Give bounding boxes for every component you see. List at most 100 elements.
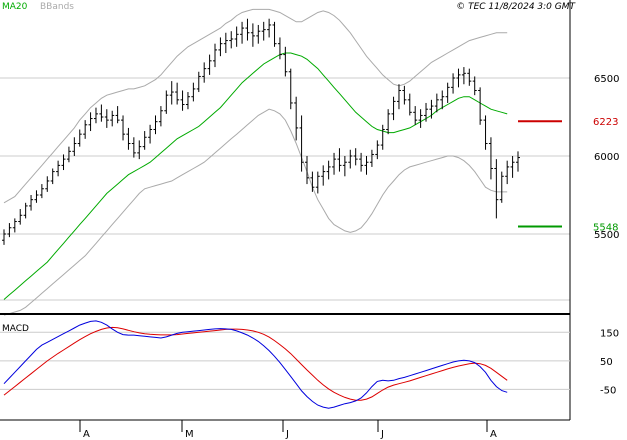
ohlc-bar: [2, 229, 6, 245]
price-bars: [2, 18, 520, 245]
ohlc-bar: [326, 160, 331, 180]
x-tick-label: A: [490, 429, 497, 440]
ohlc-bar: [93, 107, 98, 124]
ohlc-bar: [429, 99, 434, 119]
x-tick-label: M: [185, 429, 194, 440]
macd-tick-label: 50: [600, 357, 613, 368]
ohlc-bar: [516, 151, 520, 172]
ohlc-bar: [29, 195, 34, 211]
macd-lines: [3, 320, 508, 409]
ohlc-bar: [380, 124, 385, 150]
ohlc-bar: [12, 218, 17, 233]
ohlc-bar: [288, 68, 293, 110]
ohlc-bar: [110, 110, 115, 127]
price-axis-ticks: 5500 6000 6500: [594, 74, 619, 241]
ohlc-bar: [499, 171, 504, 203]
ohlc-bar: [99, 104, 104, 122]
ohlc-bar: [467, 68, 472, 86]
ohlc-bar: [39, 184, 44, 199]
ohlc-bar: [164, 90, 169, 114]
ohlc-bar: [213, 43, 218, 68]
macd-line: [3, 320, 508, 409]
ohlc-bar: [7, 223, 12, 238]
ohlc-bar: [267, 18, 272, 38]
ohlc-bar: [332, 152, 337, 175]
ohlc-bar: [137, 140, 142, 160]
ohlc-bar: [396, 84, 401, 110]
ohlc-bar: [234, 26, 239, 47]
support-level-label: 5548: [593, 223, 618, 234]
ohlc-bar: [207, 54, 212, 75]
ohlc-bar: [142, 131, 147, 150]
ohlc-bar: [424, 102, 429, 122]
ohlc-bar: [88, 112, 93, 132]
ohlc-bar: [121, 115, 126, 141]
ohlc-bar: [364, 156, 369, 175]
x-tick-label: J: [380, 429, 384, 440]
ohlc-bar: [229, 31, 234, 49]
ohlc-bar: [72, 137, 77, 156]
ohlc-bar: [342, 156, 347, 177]
ohlc-bar: [61, 154, 66, 171]
ohlc-bar: [299, 115, 304, 172]
ohlc-bar: [505, 160, 510, 185]
ohlc-bar: [77, 129, 82, 147]
ohlc-bar: [202, 62, 207, 83]
ohlc-bar: [261, 21, 266, 41]
resistance-level-label: 6223: [593, 117, 618, 128]
ohlc-bar: [153, 115, 158, 135]
ma20-legend: MA20: [2, 2, 28, 12]
ohlc-bar: [359, 152, 364, 172]
price-tick-label: 5500: [594, 230, 619, 241]
ohlc-bar: [45, 176, 50, 192]
ohlc-bar: [304, 156, 309, 185]
ohlc-bar: [169, 81, 174, 105]
price-levels: 6223 5548: [518, 117, 618, 234]
ohlc-bar: [23, 202, 28, 219]
ohlc-bar: [461, 67, 466, 85]
ohlc-bar: [478, 87, 483, 125]
macd-tick-label: -50: [600, 385, 616, 396]
ma20-line-group: [3, 52, 508, 300]
ohlc-bar: [50, 168, 55, 185]
ohlc-bar: [353, 148, 358, 166]
macd-signal-line: [3, 326, 508, 401]
ohlc-bar: [34, 190, 39, 203]
ohlc-bar: [321, 165, 326, 186]
bollinger-bands: [3, 8, 508, 316]
ohlc-bar: [180, 90, 185, 111]
price-tick-label: 6000: [594, 152, 619, 163]
ohlc-bar: [175, 82, 180, 105]
ohlc-bar: [283, 46, 288, 77]
ohlc-bar: [131, 137, 136, 158]
ohlc-bar: [375, 140, 380, 160]
ohlc-bar: [250, 23, 255, 47]
ma20-line: [3, 52, 508, 300]
ohlc-bar: [294, 96, 299, 141]
ohlc-bar: [126, 127, 131, 150]
macd-title: MACD: [2, 324, 29, 334]
macd-tick-label: 150: [600, 328, 619, 339]
copyright-timestamp: © TEC 11/8/2024 3:0 GMT: [456, 2, 576, 12]
x-tick-label: A: [83, 429, 90, 440]
ohlc-bar: [348, 149, 353, 169]
macd-panel: 150 50 -50: [0, 320, 619, 409]
x-tick-label: J: [285, 429, 289, 440]
bbands-legend: BBands: [40, 2, 74, 12]
ohlc-bar: [104, 109, 109, 128]
ohlc-bar: [115, 106, 120, 124]
ohlc-bar: [18, 209, 23, 225]
ohlc-bar: [418, 109, 423, 128]
ohlc-bar: [191, 82, 196, 102]
ohlc-bar: [272, 21, 277, 47]
ohlc-bar: [472, 76, 477, 96]
macd-axis-ticks: 150 50 -50: [600, 328, 619, 396]
ohlc-bar: [240, 21, 245, 44]
ohlc-bar: [386, 109, 391, 135]
ohlc-bar: [483, 115, 488, 150]
ohlc-bar: [315, 171, 320, 194]
ohlc-bar: [413, 106, 418, 125]
